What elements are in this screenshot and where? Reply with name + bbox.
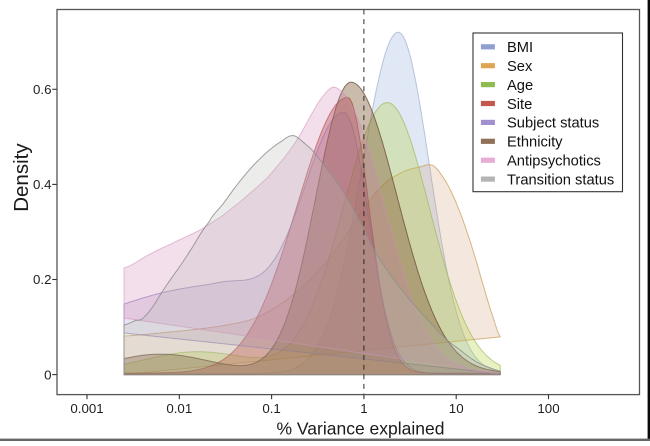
svg-text:Sex: Sex xyxy=(507,59,533,75)
svg-text:100: 100 xyxy=(537,401,559,416)
svg-text:0: 0 xyxy=(44,367,51,382)
svg-text:1: 1 xyxy=(360,401,367,416)
svg-text:Antipsychotics: Antipsychotics xyxy=(507,154,601,170)
svg-text:0.01: 0.01 xyxy=(166,401,192,416)
svg-text:Transition status: Transition status xyxy=(507,172,614,188)
svg-text:0.6: 0.6 xyxy=(33,82,52,97)
svg-text:Density: Density xyxy=(10,143,33,212)
svg-text:Ethnicity: Ethnicity xyxy=(507,135,563,151)
svg-text:0.1: 0.1 xyxy=(262,401,281,416)
svg-text:Age: Age xyxy=(507,78,533,94)
svg-text:0.001: 0.001 xyxy=(70,401,103,416)
svg-text:0.4: 0.4 xyxy=(33,177,52,192)
svg-text:Subject status: Subject status xyxy=(507,116,599,132)
svg-text:% Variance explained: % Variance explained xyxy=(277,419,445,439)
svg-text:Site: Site xyxy=(507,97,532,113)
svg-text:0.2: 0.2 xyxy=(33,272,52,287)
svg-text:10: 10 xyxy=(449,401,464,416)
svg-text:BMI: BMI xyxy=(507,40,533,56)
